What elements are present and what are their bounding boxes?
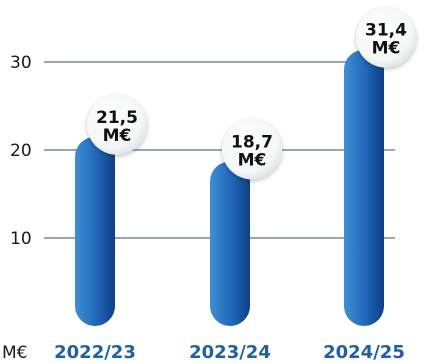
value-bubble: 18,7M€	[222, 119, 282, 180]
value-bubble: 21,5M€	[87, 94, 147, 155]
x-tick-label: 2022/23	[54, 342, 136, 363]
bar	[75, 136, 115, 326]
value-bubble: 31,4M€	[356, 7, 416, 68]
y-tick-label: 20	[10, 141, 32, 161]
bar	[210, 161, 250, 326]
value-bubble-circle	[356, 7, 416, 68]
data-label: 18,7	[231, 132, 273, 152]
data-label-unit: M€	[103, 126, 132, 146]
value-bubble-circle	[87, 94, 147, 155]
x-tick-label: 2024/25	[323, 342, 405, 363]
x-tick-label: 2023/24	[189, 342, 271, 363]
y-tick-label: 30	[10, 53, 32, 73]
data-label: 21,5	[96, 108, 138, 128]
data-label-unit: M€	[238, 150, 267, 170]
value-bubble-circle	[222, 119, 282, 180]
data-label: 31,4	[365, 21, 407, 41]
data-label-unit: M€	[372, 39, 401, 59]
y-tick-label: 10	[10, 229, 32, 249]
bar	[344, 49, 384, 327]
unit-label: M€	[2, 343, 27, 363]
